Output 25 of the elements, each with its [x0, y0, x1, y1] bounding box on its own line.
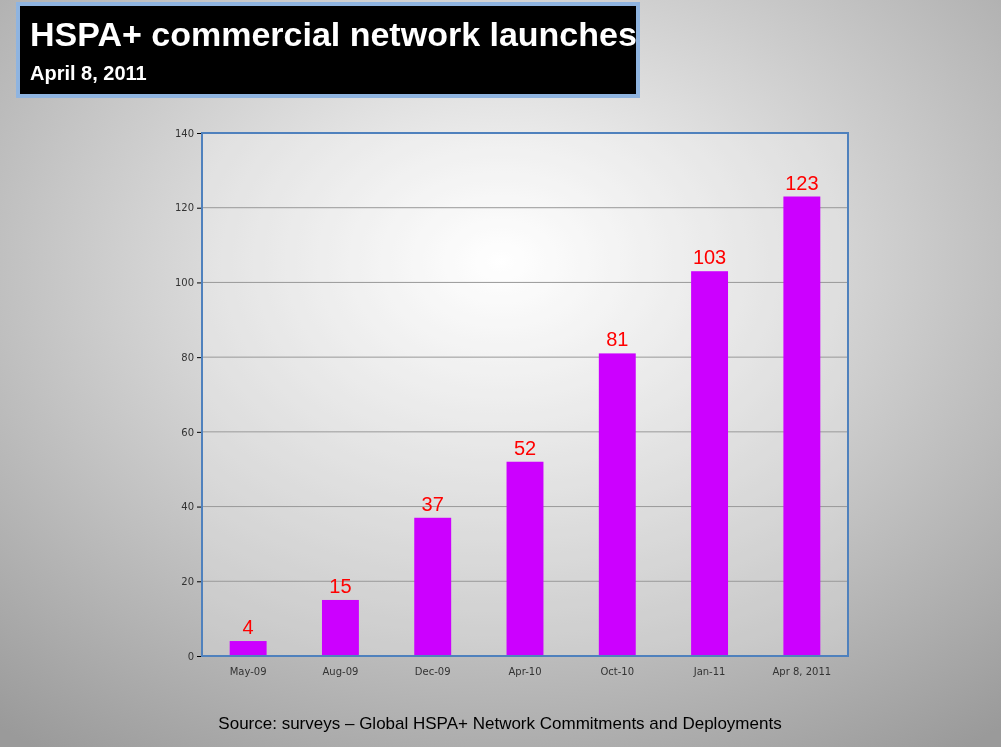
y-tick-label: 0	[187, 650, 194, 662]
y-tick-label: 120	[174, 202, 194, 214]
y-tick-label: 20	[181, 575, 194, 587]
source-note: Source: surveys – Global HSPA+ Network Commitments and Deployments	[218, 714, 782, 733]
chart-subtitle: April 8, 2011	[30, 62, 147, 84]
y-tick-label: 80	[181, 351, 194, 363]
data-label: 4	[242, 616, 254, 639]
x-tick-label: Oct-10	[600, 666, 635, 678]
chart-title: HSPA+ commercial network launches	[30, 15, 637, 53]
y-tick-label: 60	[181, 426, 194, 438]
x-tick-label: Dec-09	[414, 666, 451, 678]
data-label: 15	[329, 574, 352, 597]
data-label: 81	[606, 328, 629, 351]
x-tick-label: May-09	[229, 666, 267, 678]
x-tick-label: Aug-09	[322, 666, 359, 678]
x-tick-label: Jan-11	[692, 666, 726, 678]
y-tick-label: 40	[181, 501, 194, 513]
data-label: 103	[692, 246, 727, 269]
y-tick-label: 100	[174, 277, 194, 289]
x-tick-label: Apr-10	[508, 666, 542, 678]
data-label: 37	[421, 492, 444, 515]
y-tick-label: 140	[174, 127, 194, 139]
data-label: 123	[785, 171, 819, 194]
data-label: 52	[513, 436, 537, 459]
x-tick-label: Apr 8, 2011	[772, 666, 832, 678]
